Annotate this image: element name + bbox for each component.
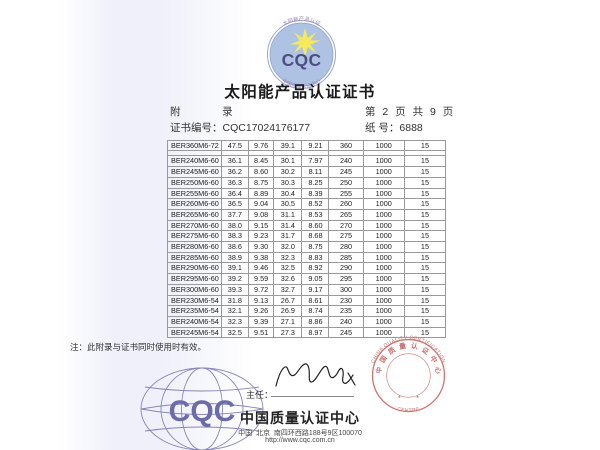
- svg-text:★: ★: [416, 394, 420, 399]
- svg-text:认: 认: [411, 341, 420, 351]
- svg-text:CQC: CQC: [282, 50, 322, 70]
- svg-text:CENTRE: CENTRE: [397, 406, 421, 414]
- svg-text:中: 中: [374, 366, 384, 374]
- svg-text:★: ★: [398, 394, 402, 399]
- svg-text:心: 心: [434, 366, 444, 374]
- svg-text:量: 量: [399, 341, 408, 351]
